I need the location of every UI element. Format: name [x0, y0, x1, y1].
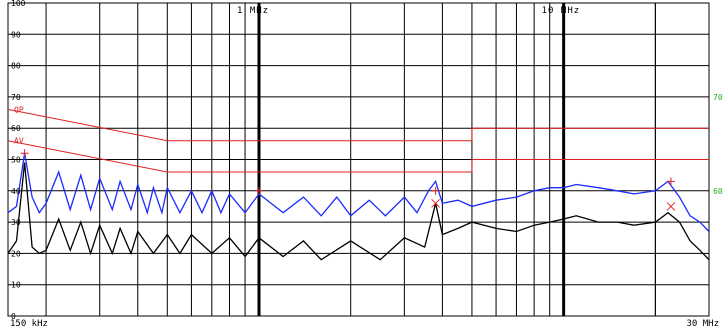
y-tick-label: 50 [11, 156, 21, 165]
peak-marker-plus [20, 149, 29, 158]
y-tick-label: 30 [11, 218, 21, 227]
side-label: 70 [713, 93, 723, 102]
y-tick-label: 60 [11, 124, 21, 133]
frequency-label: 10 MHz [542, 6, 581, 16]
y-tick-label: 40 [11, 187, 21, 196]
limit-lines: QP AV [7, 105, 709, 173]
limit-line [7, 108, 709, 142]
series-traces [7, 153, 710, 261]
peak-marker-plus [666, 177, 675, 186]
peak-marker-plus [431, 186, 440, 195]
grid [7, 2, 710, 317]
marker-stroke [431, 198, 440, 208]
limit-label: AV [14, 137, 24, 146]
y-tick-label: 20 [11, 249, 21, 258]
marker-stroke [666, 202, 676, 211]
y-tick-label: 10 [11, 281, 21, 290]
quasi-peak-trace [7, 153, 710, 232]
peak-marker-plus [255, 186, 264, 195]
y-tick-label: 90 [11, 30, 21, 39]
limit-line [7, 140, 709, 173]
y-tick-label: 80 [11, 62, 21, 71]
y-tick-label: 100 [11, 0, 26, 8]
y-tick-label: 70 [11, 93, 21, 102]
stop-frequency-label: 30 MHz [686, 319, 719, 329]
frequency-label: 1 MHz [237, 6, 269, 16]
start-frequency-label: 150 kHz [10, 319, 48, 329]
peak-markers [20, 149, 676, 211]
peak-marker-cross [666, 202, 676, 211]
side-label: 60 [713, 187, 723, 196]
limit-label: QP [14, 105, 24, 114]
y-tick-label: 0 [11, 312, 16, 321]
peak-marker-cross [431, 198, 440, 208]
average-trace [7, 162, 710, 261]
